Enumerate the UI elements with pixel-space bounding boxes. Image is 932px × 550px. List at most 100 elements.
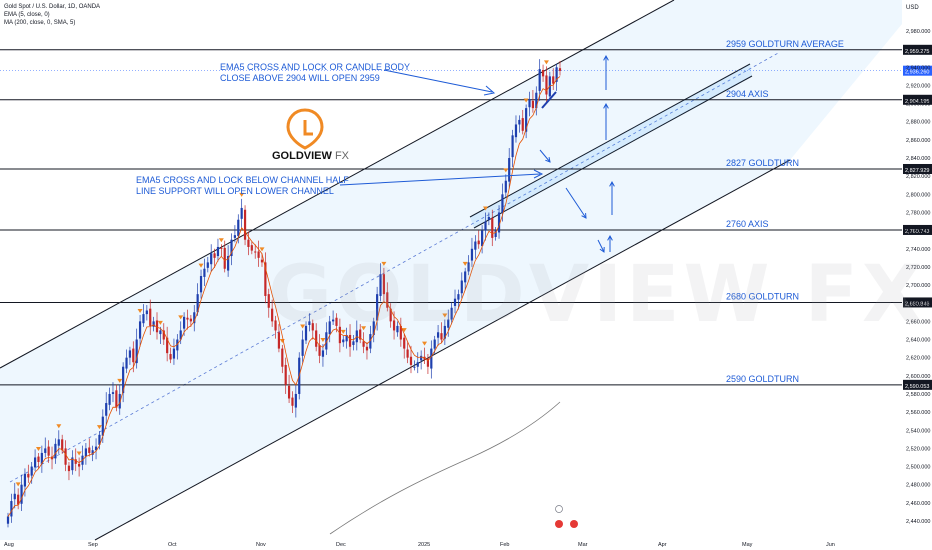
candle-body[interactable] <box>274 320 277 331</box>
candle-body[interactable] <box>78 463 81 467</box>
candle-body[interactable] <box>91 450 94 455</box>
candle-body[interactable] <box>287 385 291 399</box>
candle-body[interactable] <box>386 292 389 308</box>
candle-body[interactable] <box>491 217 494 238</box>
candle-body[interactable] <box>33 457 37 468</box>
candle-body[interactable] <box>237 219 240 237</box>
candle-body[interactable] <box>257 251 260 258</box>
candle-body[interactable] <box>94 446 98 451</box>
candle-body[interactable] <box>30 466 33 476</box>
candle-body[interactable] <box>508 158 511 182</box>
candle-body[interactable] <box>84 448 87 457</box>
candle-body[interactable] <box>67 465 71 472</box>
candle-body[interactable] <box>382 274 386 295</box>
candle-body[interactable] <box>453 298 457 306</box>
candle-body[interactable] <box>301 339 304 356</box>
candle-body[interactable] <box>420 355 423 361</box>
candle-body[interactable] <box>210 253 213 265</box>
candle-body[interactable] <box>321 350 325 357</box>
candle-body[interactable] <box>335 317 338 326</box>
price-axis[interactable]: 2,959.275 2,904.195 2,827.929 2,760.743 2,68… <box>902 0 932 550</box>
candle-body[interactable] <box>413 366 416 368</box>
candle-body[interactable] <box>369 334 372 349</box>
candle-body[interactable] <box>538 69 541 91</box>
candle-body[interactable] <box>159 330 162 335</box>
candle-body[interactable] <box>518 119 521 125</box>
candle-body[interactable] <box>457 294 460 300</box>
candle-body[interactable] <box>13 493 16 500</box>
candle-body[interactable] <box>71 457 74 471</box>
candle-body[interactable] <box>291 397 294 406</box>
annotation-2-arrow[interactable] <box>339 173 541 186</box>
candle-body[interactable] <box>199 276 203 293</box>
ma-indicator-label[interactable]: MA (200, close, 0, SMA, 5) <box>4 20 76 26</box>
candle-body[interactable] <box>474 241 477 250</box>
candle-body[interactable] <box>460 280 463 294</box>
candle-body[interactable] <box>196 294 199 313</box>
half-channel-upper[interactable] <box>469 63 751 218</box>
candle-body[interactable] <box>179 330 182 340</box>
plot-area[interactable]: 2959 GOLDTURN AVERAGE 2904 AXIS 2827 GOLDT… <box>0 0 902 541</box>
candle-body[interactable] <box>376 294 379 321</box>
candle-body[interactable] <box>223 247 226 269</box>
candle-body[interactable] <box>440 333 443 340</box>
candle-body[interactable] <box>294 393 297 408</box>
candle-body[interactable] <box>304 325 308 341</box>
candle-body[interactable] <box>531 100 535 109</box>
candle-body[interactable] <box>359 329 362 340</box>
candle-body[interactable] <box>311 323 314 331</box>
candle-body[interactable] <box>142 314 145 324</box>
candle-body[interactable] <box>497 212 501 233</box>
candle-body[interactable] <box>240 207 243 219</box>
candle-body[interactable] <box>247 239 250 247</box>
us-flag-icon[interactable] <box>555 520 563 528</box>
candle-body[interactable] <box>281 348 284 367</box>
candle-body[interactable] <box>541 70 545 77</box>
candle-body[interactable] <box>399 325 402 340</box>
candle-body[interactable] <box>552 76 555 84</box>
candle-body[interactable] <box>555 67 558 82</box>
candle-body[interactable] <box>47 446 50 456</box>
channel-midline[interactable] <box>9 51 781 483</box>
channel-lower-line[interactable] <box>94 159 791 541</box>
candle-body[interactable] <box>23 473 27 487</box>
candle-body[interactable] <box>389 308 392 322</box>
candle-body[interactable] <box>430 348 433 369</box>
candle-body[interactable] <box>152 321 155 327</box>
candle-body[interactable] <box>135 339 138 364</box>
candle-body[interactable] <box>193 312 196 324</box>
candle-body[interactable] <box>426 358 430 367</box>
candle-body[interactable] <box>392 320 396 331</box>
candle-body[interactable] <box>379 274 382 296</box>
candle-body[interactable] <box>176 339 179 351</box>
candle-body[interactable] <box>416 362 419 367</box>
candle-body[interactable] <box>98 434 101 445</box>
candle-body[interactable] <box>220 247 223 249</box>
candle-body[interactable] <box>481 230 484 247</box>
candle-body[interactable] <box>277 332 281 349</box>
candle-body[interactable] <box>260 259 264 263</box>
candle-body[interactable] <box>155 320 159 333</box>
candle-body[interactable] <box>172 348 176 359</box>
candle-body[interactable] <box>88 447 91 453</box>
candle-body[interactable] <box>470 248 474 261</box>
candle-body[interactable] <box>118 393 121 409</box>
annotation-1-arrow[interactable] <box>383 69 493 93</box>
candle-body[interactable] <box>189 318 192 322</box>
candle-body[interactable] <box>467 262 470 272</box>
candle-body[interactable] <box>132 348 135 363</box>
candle-body[interactable] <box>138 321 142 339</box>
candle-body[interactable] <box>169 354 172 360</box>
candle-body[interactable] <box>267 294 270 308</box>
candle-body[interactable] <box>61 439 64 451</box>
candle-body[interactable] <box>525 108 528 132</box>
channel-upper-line[interactable] <box>0 0 675 369</box>
candle-body[interactable] <box>406 349 409 358</box>
candle-body[interactable] <box>37 456 40 463</box>
candle-body[interactable] <box>558 68 562 71</box>
candle-body[interactable] <box>105 403 108 416</box>
candle-body[interactable] <box>443 325 446 339</box>
candle-body[interactable] <box>487 217 490 220</box>
candle-body[interactable] <box>365 346 369 351</box>
